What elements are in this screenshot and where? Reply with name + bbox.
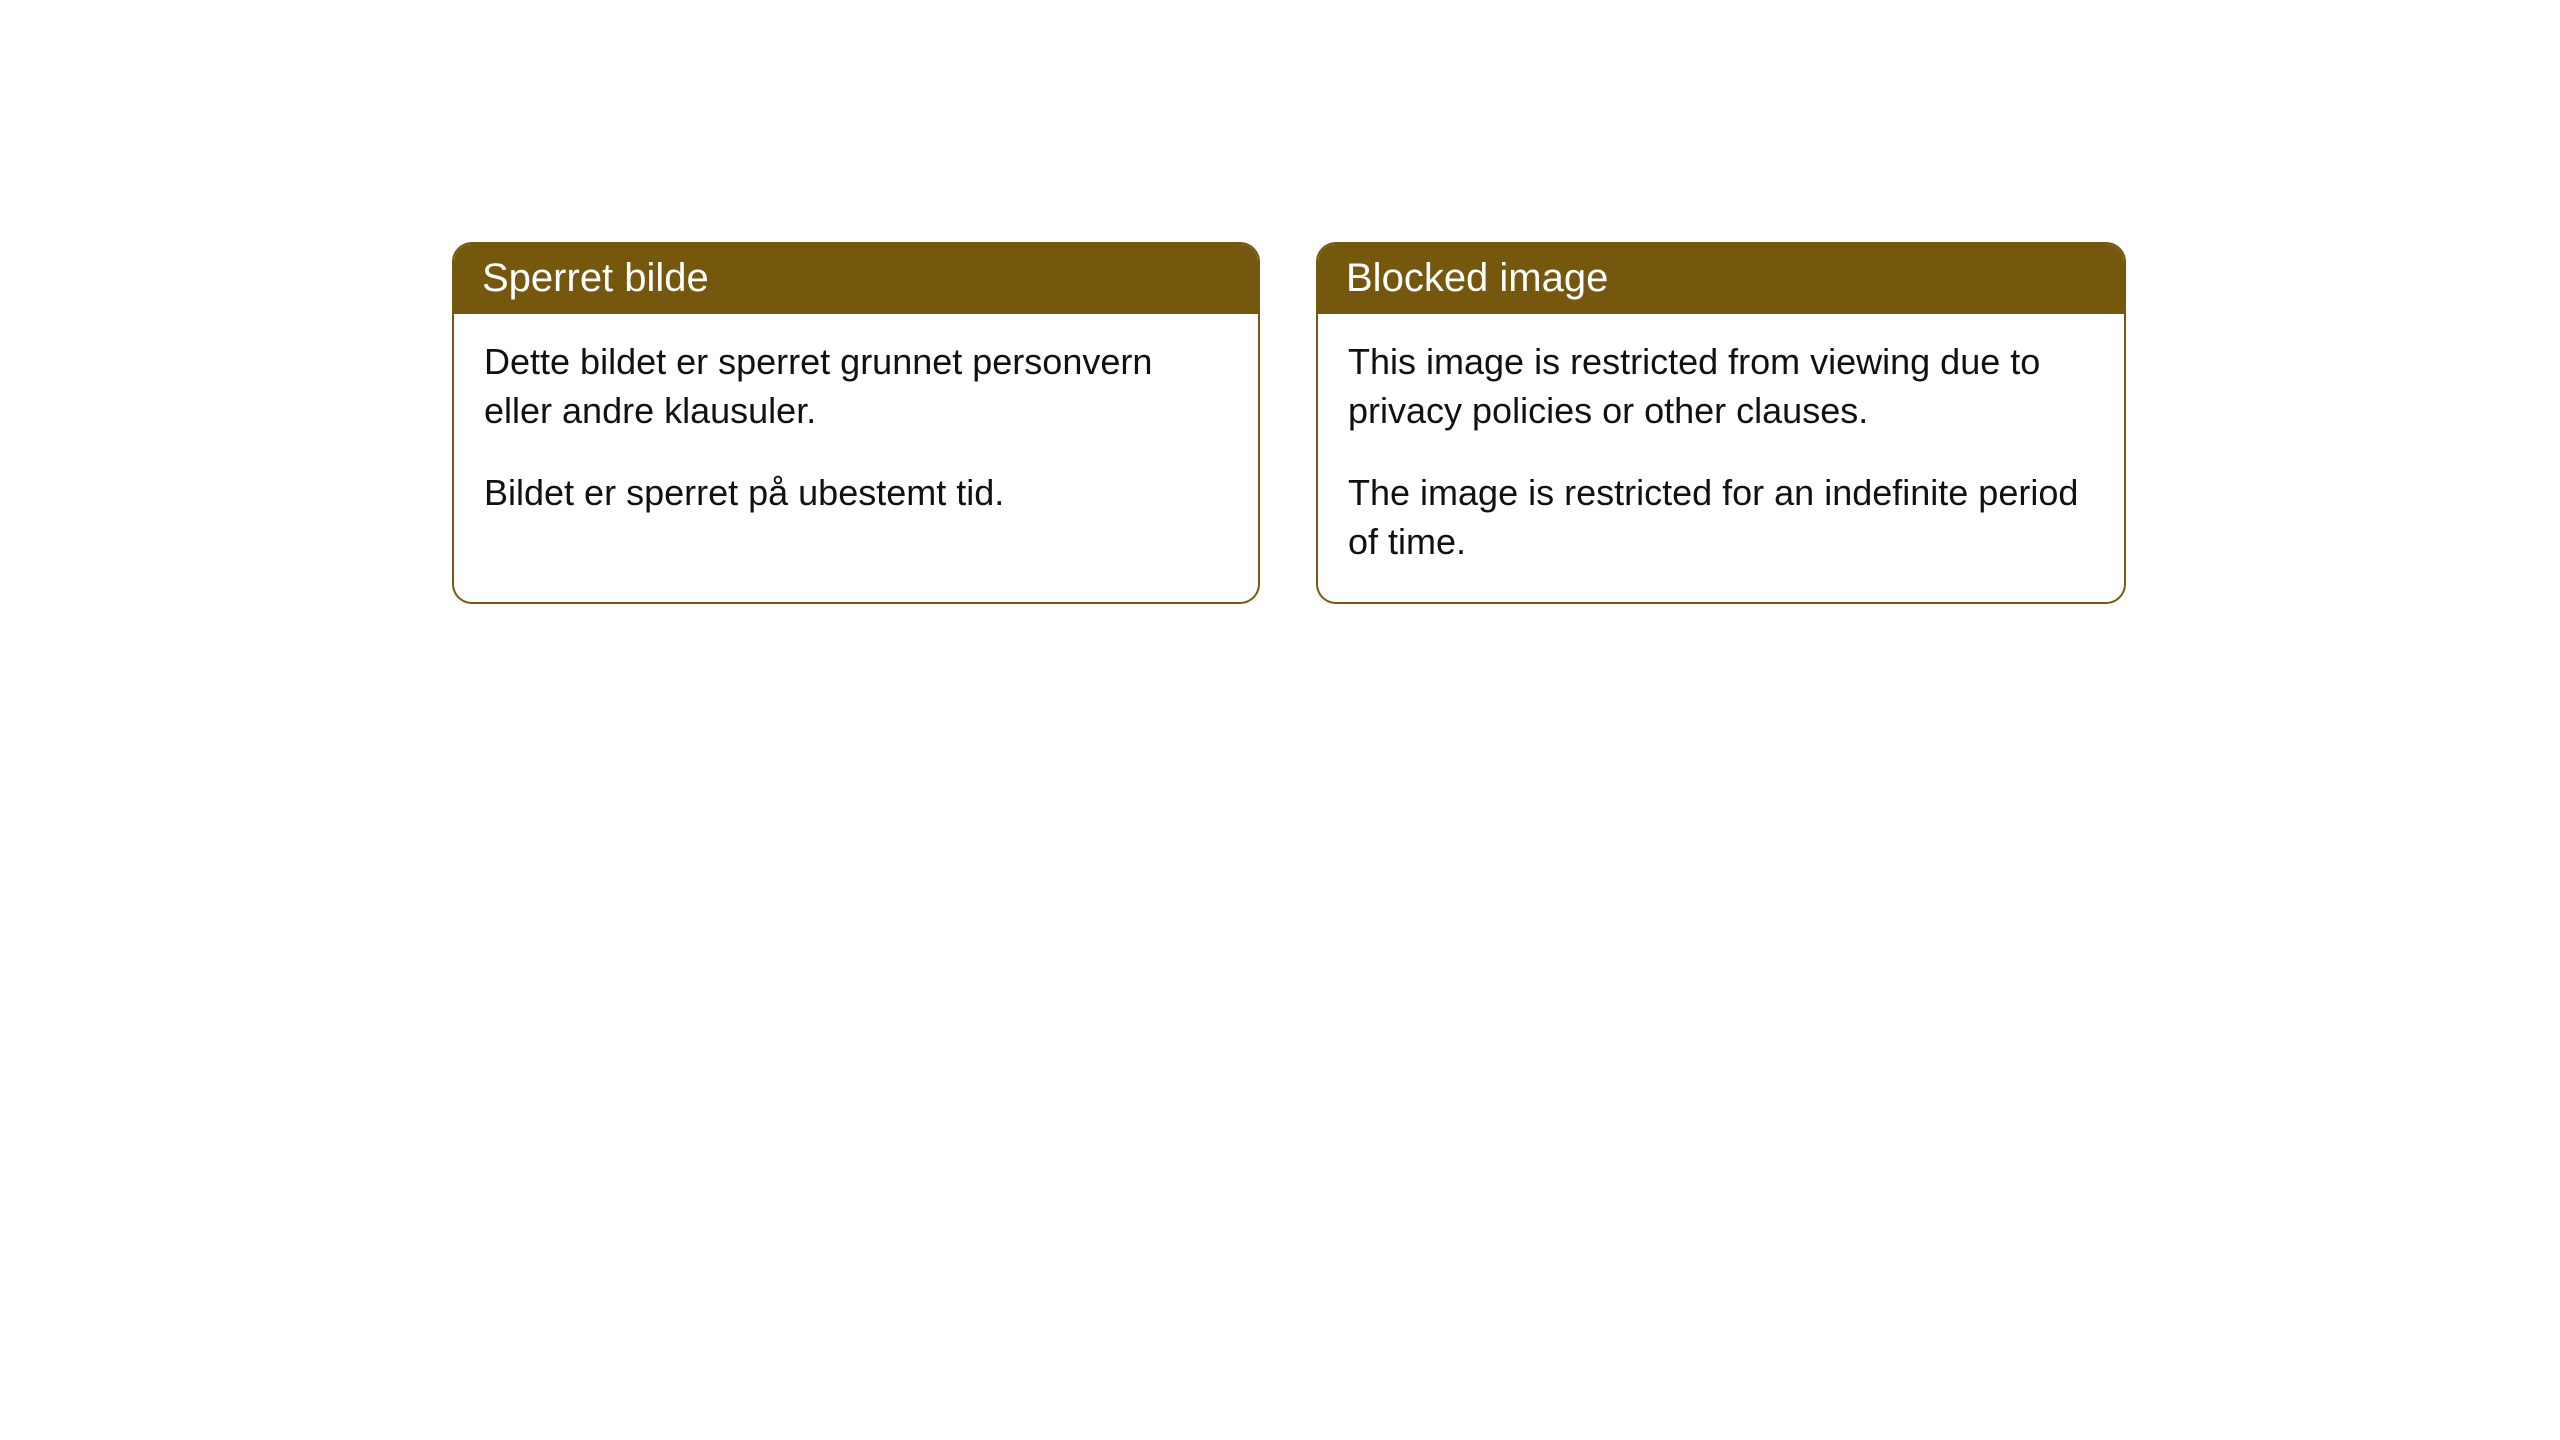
card-paragraph-1-no: Dette bildet er sperret grunnet personve…: [484, 338, 1228, 435]
blocked-image-card-en: Blocked image This image is restricted f…: [1316, 242, 2126, 604]
notice-cards-container: Sperret bilde Dette bildet er sperret gr…: [0, 0, 2560, 604]
card-header-en: Blocked image: [1318, 244, 2124, 314]
card-paragraph-2-en: The image is restricted for an indefinit…: [1348, 469, 2094, 566]
card-paragraph-1-en: This image is restricted from viewing du…: [1348, 338, 2094, 435]
card-header-no: Sperret bilde: [454, 244, 1258, 314]
card-body-no: Dette bildet er sperret grunnet personve…: [454, 314, 1258, 554]
card-paragraph-2-no: Bildet er sperret på ubestemt tid.: [484, 469, 1228, 518]
card-body-en: This image is restricted from viewing du…: [1318, 314, 2124, 602]
blocked-image-card-no: Sperret bilde Dette bildet er sperret gr…: [452, 242, 1260, 604]
